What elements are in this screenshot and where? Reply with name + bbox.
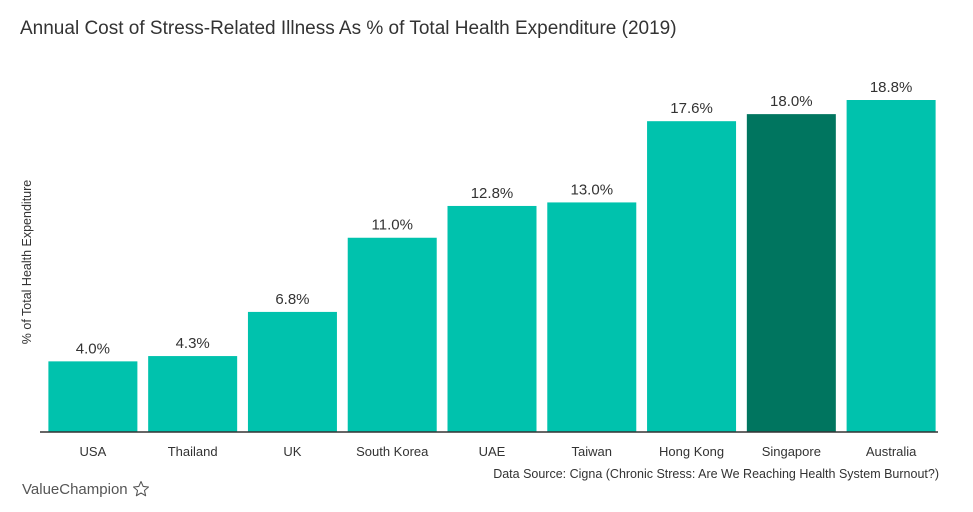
y-axis-label: % of Total Health Expenditure xyxy=(20,180,34,345)
value-label: 13.0% xyxy=(571,181,614,198)
value-label: 4.0% xyxy=(76,340,110,357)
x-tick-label: UAE xyxy=(479,444,506,459)
value-label: 18.0% xyxy=(770,93,813,110)
bar-hong-kong xyxy=(647,121,737,432)
brand-name: ValueChampion xyxy=(22,480,128,498)
bar-taiwan xyxy=(547,202,637,432)
value-label: 4.3% xyxy=(176,335,210,352)
x-tick-labels-group: USA Thailand UK South Korea UAE Taiwan Hong Ko… xyxy=(80,444,918,459)
value-labels-group: 4.0% 4.3% 6.8% 11.0% 12.8% 13.0% 17.6% 18.0% 18.… xyxy=(76,79,913,357)
brand-logo: ValueChampion xyxy=(22,480,150,498)
bar-usa xyxy=(48,361,138,432)
value-label: 12.8% xyxy=(471,185,514,202)
bar-uae xyxy=(447,205,537,432)
x-tick-label: UK xyxy=(283,444,301,459)
value-label: 17.6% xyxy=(670,100,713,117)
bars-group xyxy=(48,100,936,433)
bar-south-korea xyxy=(347,237,437,432)
value-label: 6.8% xyxy=(275,291,309,308)
bar-thailand xyxy=(148,356,238,432)
x-tick-label: Singapore xyxy=(762,444,821,459)
x-tick-label: Hong Kong xyxy=(659,444,724,459)
bar-uk xyxy=(247,311,337,432)
chart-title: Annual Cost of Stress-Related Illness As… xyxy=(20,18,677,39)
bar-singapore xyxy=(746,114,836,433)
source-note: Data Source: Cigna (Chronic Stress: Are … xyxy=(493,467,939,481)
x-tick-label: South Korea xyxy=(356,444,429,459)
x-tick-label: Taiwan xyxy=(572,444,612,459)
x-tick-label: Australia xyxy=(866,444,917,459)
x-tick-label: Thailand xyxy=(168,444,218,459)
x-tick-label: USA xyxy=(80,444,107,459)
value-label: 11.0% xyxy=(372,217,413,234)
star-outline-icon xyxy=(132,480,150,498)
bar-australia xyxy=(846,100,936,432)
value-label: 18.8% xyxy=(870,79,913,96)
